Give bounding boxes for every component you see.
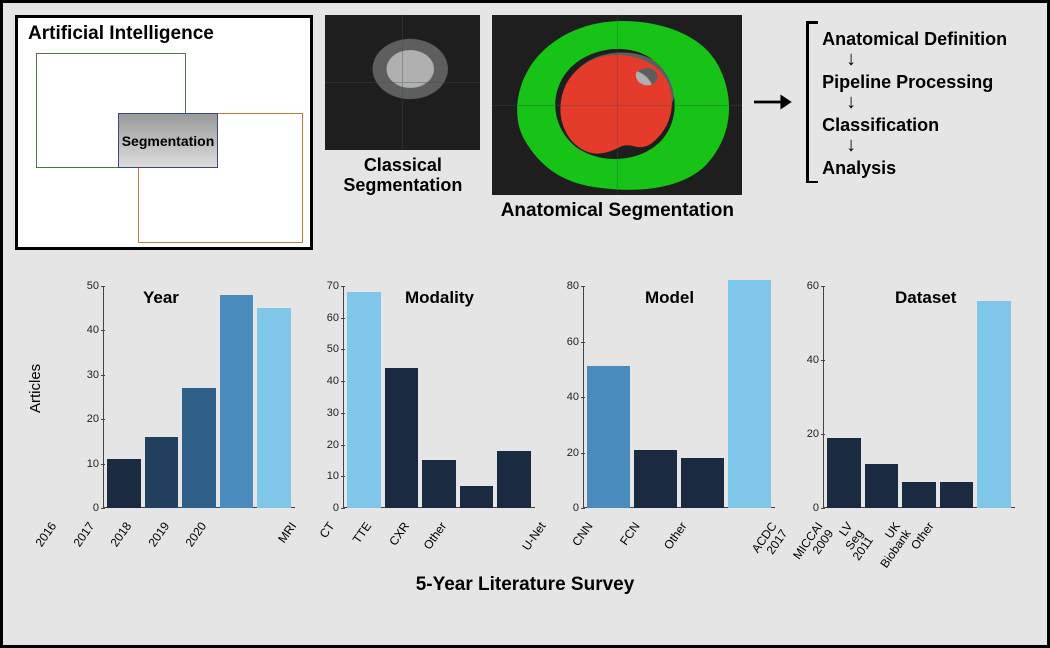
y-tick: 20 — [567, 447, 579, 459]
venn-label-cv: ComputerVision — [214, 198, 294, 234]
chart-plot — [583, 286, 775, 508]
y-tick: 10 — [327, 470, 339, 482]
bar — [220, 295, 254, 508]
venn-panel: Artificial Intelligence Deep Learning Co… — [15, 15, 313, 250]
chart-plot — [823, 286, 1015, 508]
mri-texture — [325, 15, 480, 150]
bar-chart: Model020406080U-NetCNNFCNOther — [555, 278, 775, 568]
y-tick: 10 — [87, 458, 99, 470]
bar — [940, 482, 974, 508]
chart-plot — [103, 286, 295, 508]
charts-row: Year0102030405020162017201820192020Modal… — [15, 273, 1035, 568]
y-tick: 70 — [327, 280, 339, 292]
classical-seg-block: ClassicalSegmentation — [325, 15, 480, 196]
bracket-icon — [806, 21, 818, 183]
down-arrow-icon: ↓ — [846, 95, 1027, 109]
bar — [827, 438, 861, 508]
y-tick: 50 — [327, 343, 339, 355]
bar — [107, 459, 141, 508]
bar-chart: Modality010203040506070MRICTTTECXROther — [315, 278, 535, 568]
mri-texture-large — [492, 15, 742, 195]
y-tick: 0 — [333, 502, 339, 514]
venn-title: Artificial Intelligence — [28, 23, 214, 45]
bar — [347, 292, 381, 508]
y-tick: 40 — [87, 324, 99, 336]
bar — [385, 368, 419, 508]
pipeline-step: Classification — [822, 115, 1027, 136]
bar — [257, 308, 291, 508]
y-tick: 60 — [567, 336, 579, 348]
bar — [977, 301, 1011, 508]
bar-chart: Dataset0204060ACDC2017MICCAI2009LVSeg201… — [795, 278, 1015, 568]
figure-frame: Artificial Intelligence Deep Learning Co… — [0, 0, 1050, 648]
y-tick: 20 — [87, 413, 99, 425]
venn-label-seg: Segmentation — [122, 133, 215, 149]
bar — [182, 388, 216, 508]
down-arrow-icon: ↓ — [846, 138, 1027, 152]
pipeline-list: Anatomical Definition ↓ Pipeline Processin… — [806, 15, 1035, 189]
seg-outer-region — [518, 21, 730, 190]
bar — [728, 280, 771, 508]
y-tick: 20 — [807, 428, 819, 440]
anatomical-seg-block: Anatomical Segmentation — [492, 15, 742, 222]
arrow-icon — [754, 90, 792, 114]
classical-seg-image — [325, 15, 480, 150]
classical-seg-label: ClassicalSegmentation — [343, 156, 462, 196]
y-tick: 40 — [567, 391, 579, 403]
y-tick: 0 — [573, 502, 579, 514]
chart-title: Dataset — [895, 288, 956, 308]
bar — [460, 486, 494, 508]
chart-title: Modality — [405, 288, 474, 308]
y-axis-label: Articles — [27, 364, 44, 413]
y-tick: 0 — [813, 502, 819, 514]
y-tick: 60 — [807, 280, 819, 292]
bar — [145, 437, 179, 508]
bar — [865, 464, 899, 508]
venn-label-dl: Deep Learning — [45, 62, 163, 82]
down-arrow-icon: ↓ — [846, 52, 1027, 66]
y-tick: 40 — [327, 375, 339, 387]
y-tick: 0 — [93, 502, 99, 514]
y-tick: 80 — [567, 280, 579, 292]
y-tick: 30 — [87, 369, 99, 381]
anatomical-seg-image — [492, 15, 742, 195]
bar-chart: Year0102030405020162017201820192020 — [75, 278, 295, 568]
pipeline-step: Pipeline Processing — [822, 72, 1027, 93]
bar — [634, 450, 677, 508]
chart-title: Year — [143, 288, 179, 308]
y-tick: 50 — [87, 280, 99, 292]
y-tick: 40 — [807, 354, 819, 366]
segmentation-overlay — [492, 15, 742, 195]
y-tick: 30 — [327, 407, 339, 419]
bar — [422, 460, 456, 508]
top-row: Artificial Intelligence Deep Learning Co… — [15, 15, 1035, 265]
survey-title: 5-Year Literature Survey — [15, 574, 1035, 596]
chart-title: Model — [645, 288, 694, 308]
anatomical-seg-label: Anatomical Segmentation — [501, 201, 734, 222]
chart-plot — [343, 286, 535, 508]
bar — [497, 451, 531, 508]
seg-inner-region — [561, 55, 672, 154]
bar — [902, 482, 936, 508]
charts-area: Articles Year010203040502016201720182019… — [15, 273, 1035, 596]
pipeline-step: Anatomical Definition — [822, 29, 1027, 50]
venn-box-segmentation: Segmentation — [118, 113, 218, 168]
bar — [587, 366, 630, 508]
bar — [681, 458, 724, 508]
y-tick: 20 — [327, 439, 339, 451]
pipeline-step: Analysis — [822, 158, 1027, 179]
y-tick: 60 — [327, 312, 339, 324]
